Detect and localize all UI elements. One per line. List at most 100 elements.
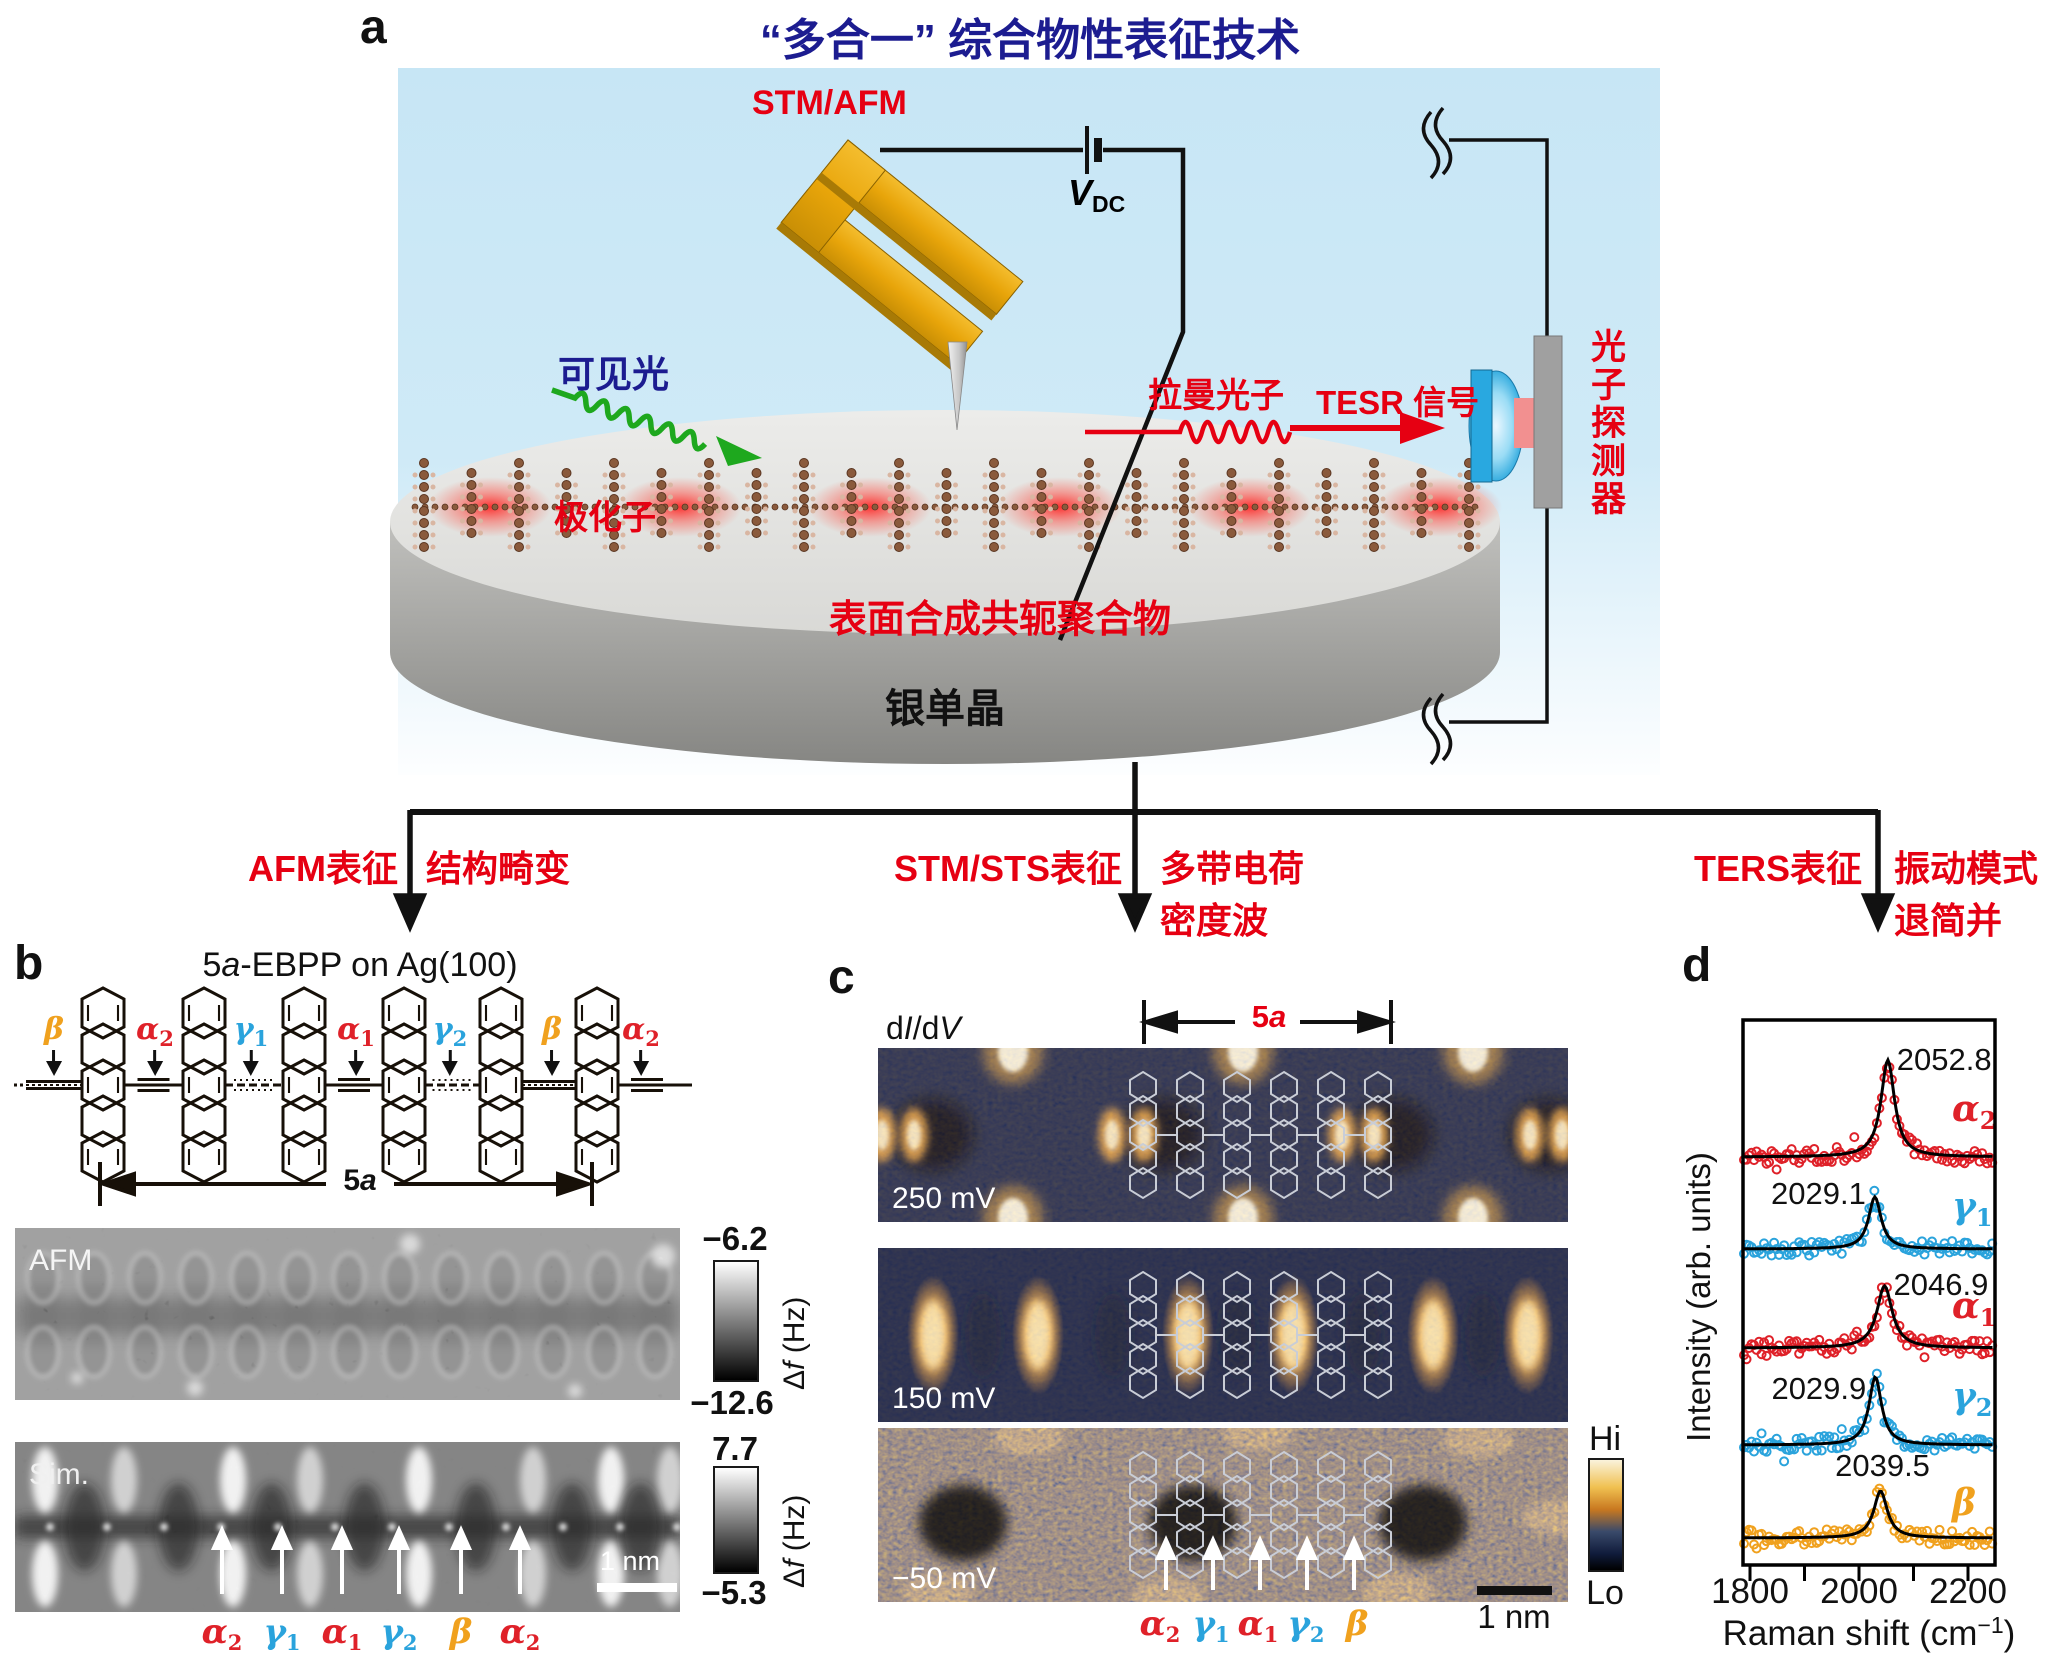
battery-long-plate: [1085, 126, 1089, 174]
x-tick-label: 2200: [1929, 1572, 2007, 1611]
peak-value-label: 2046.9: [1894, 1267, 1989, 1302]
peak-value-label: 2029.1: [1771, 1176, 1866, 1211]
simulated-afm-image: Sim. 1 nm: [15, 1442, 680, 1612]
greek-label-γ2: γ2: [433, 1012, 467, 1076]
panel-a-scene: [390, 68, 1896, 933]
substrate-label: 银单晶: [885, 687, 1005, 731]
didv-map-150mV: 150 mV: [878, 1248, 1568, 1422]
scalebar-sim-label: 1 nm: [600, 1546, 660, 1576]
bias-label: 150 mV: [892, 1382, 995, 1415]
vdc-label: VDC: [1068, 172, 1126, 217]
greek-label-γ2: γ2: [380, 1612, 418, 1653]
greek-label-α2: α2: [622, 1012, 660, 1076]
afm-image-label: AFM: [29, 1244, 92, 1277]
tesr-signal-label: TESR 信号: [1316, 384, 1480, 421]
scalebar-c: [1477, 1586, 1552, 1595]
sim-image-label: Sim.: [29, 1458, 89, 1491]
panel-b-label: b: [14, 937, 44, 990]
photon-detector-label: 光子探测器: [1586, 328, 1625, 518]
greek-label-α1: α1: [337, 1012, 375, 1076]
detector-assembly: [1421, 106, 1563, 766]
x-tick-label: 1800: [1711, 1572, 1789, 1611]
panel-c-label: c: [828, 951, 855, 1004]
peak-value-label: 2052.8: [1897, 1042, 1992, 1077]
greek-label-γ2: γ2: [1287, 1604, 1325, 1647]
stm-afm-sensor-icon: [776, 139, 1024, 431]
panel-b-title: 5a-EBPP on Ag(100): [202, 946, 518, 984]
greek-label-α2: α2: [201, 1612, 243, 1653]
visible-light-label: 可见光: [558, 354, 669, 395]
greek-label-α2: α2: [136, 1012, 174, 1076]
visible-light-beam: [551, 387, 762, 466]
unit-cell-span-label-c: 5a: [1251, 999, 1287, 1034]
chemical-structure: [14, 986, 692, 1206]
bias-label: −50 mV: [892, 1562, 996, 1595]
polymer-label: 表面合成共轭聚合物: [828, 599, 1171, 641]
branch-sts-method: STM/STS表征: [893, 848, 1122, 889]
branch-sts-outcome-1: 多带电荷: [1160, 848, 1305, 889]
greek-label-α1: α1: [321, 1612, 363, 1653]
greek-label-γ1: γ1: [1192, 1604, 1230, 1647]
greek-label-α2: α2: [499, 1612, 541, 1653]
x-axis-title: Raman shift (cm−1): [1723, 1612, 2016, 1653]
greek-label-β: β: [1345, 1604, 1369, 1644]
lens-mount: [1470, 369, 1493, 483]
polaron-label: 极化子: [554, 499, 656, 537]
greek-label-α2: α2: [1139, 1604, 1181, 1647]
afm-colorbar: [713, 1260, 759, 1382]
trace-label: γ1: [1952, 1185, 1992, 1232]
branch-ters-method: TERS表征: [1693, 848, 1862, 889]
branch-ters-outcome-2: 退简并: [1894, 900, 2003, 941]
greek-label-γ1: γ1: [234, 1012, 268, 1076]
wire-break-icon: [1433, 106, 1453, 176]
sim-scale-min: −5.3: [701, 1574, 767, 1611]
branch-afm-outcome: 结构畸变: [426, 848, 571, 889]
didv-map-250mV: 250 mV: [878, 1048, 1568, 1222]
afm-colorbar-unit: Δf (Hz): [778, 1296, 811, 1390]
unit-cell-span-label-b: 5a: [343, 1164, 377, 1197]
sim-colorbar: [713, 1466, 759, 1574]
scalebar-sim: [597, 1583, 677, 1592]
trace-label: α2: [1952, 1088, 1996, 1135]
afm-image: AFM: [15, 1228, 680, 1400]
greek-label-γ1: γ1: [263, 1612, 301, 1653]
didv-label: dI/dV: [886, 1010, 961, 1046]
afm-scale-max: −6.2: [702, 1220, 768, 1257]
afm-scale-min: −12.6: [690, 1384, 774, 1421]
greek-label-β: β: [449, 1612, 473, 1652]
didv-map-minus50mV: −50 mV: [878, 1428, 1568, 1602]
polymer-chain: [411, 458, 1481, 552]
panel-a-label: a: [360, 1, 387, 54]
scalebar-c-label: 1 nm: [1477, 1598, 1551, 1635]
sensor-chip: [1514, 398, 1536, 448]
trace-label: β: [1950, 1482, 1976, 1524]
trace-label: γ2: [1952, 1375, 1992, 1422]
colorbar-hi-label: Hi: [1588, 1420, 1622, 1458]
greek-label-β: β: [44, 1012, 64, 1076]
peak-value-label: 2029.9: [1771, 1371, 1866, 1406]
y-axis-title: Intensity (arb. units): [1680, 1152, 1717, 1442]
sim-scale-max: 7.7: [712, 1430, 758, 1467]
panel-d-label: d: [1682, 939, 1712, 992]
tip-icon: [947, 341, 968, 431]
stm-afm-label: STM/AFM: [752, 84, 907, 122]
battery-short-plate: [1094, 138, 1102, 162]
raman-beam: [1085, 412, 1445, 445]
branch-ters-outcome-1: 振动模式: [1894, 848, 2039, 889]
branch-sts-outcome-2: 密度波: [1160, 900, 1269, 941]
trace-label: α1: [1952, 1285, 1996, 1332]
bias-label: 250 mV: [892, 1182, 995, 1215]
bias-circuit-wire: [880, 147, 1186, 641]
hi-lo-colorbar: [1588, 1458, 1624, 1572]
branch-afm-method: AFM表征: [248, 848, 398, 889]
sim-colorbar-unit: Δf (Hz): [778, 1494, 811, 1588]
detector-bar: [1533, 335, 1563, 509]
greek-label-β: β: [542, 1012, 562, 1076]
raman-photon-label: 拉曼光子: [1148, 377, 1284, 415]
silver-crystal-disc: [390, 410, 1500, 764]
unit-cell-span-c: [1139, 1000, 1396, 1044]
raman-spectra-chart: 2052.8 α2 2029.1 γ1 2046.9α1 2029.9 γ2 2039.5 β 1…: [1680, 1018, 2016, 1653]
x-tick-label: 2000: [1820, 1572, 1898, 1611]
colorbar-lo-label: Lo: [1586, 1574, 1624, 1612]
